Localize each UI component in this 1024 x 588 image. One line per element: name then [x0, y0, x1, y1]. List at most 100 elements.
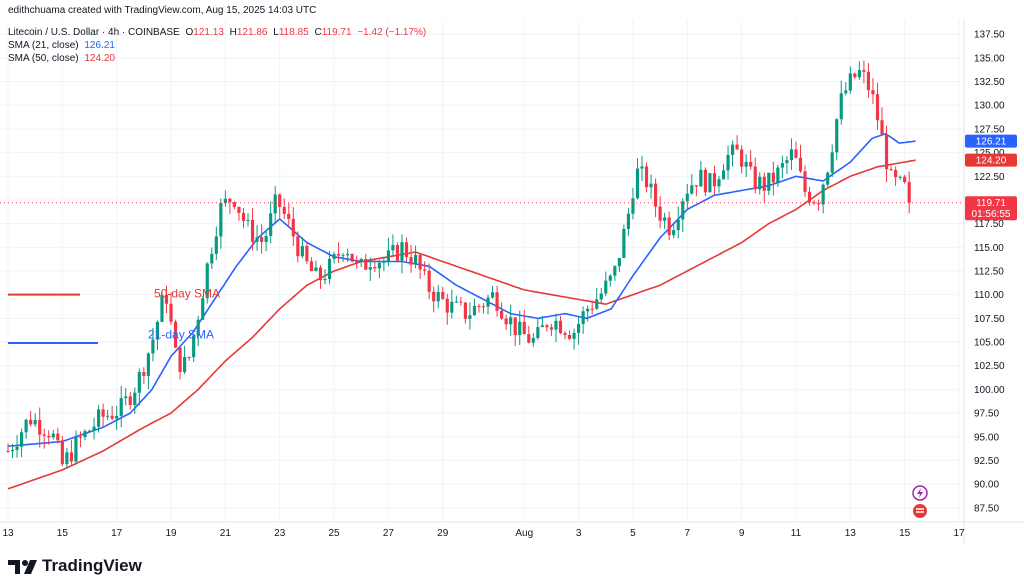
- ohlc-open: O121.13: [186, 27, 224, 38]
- price-tick-label: 97.50: [974, 409, 999, 420]
- candle-body: [15, 446, 19, 450]
- price-tick-label: 127.50: [974, 124, 1005, 135]
- candle-body: [332, 254, 336, 259]
- price-tick-label: 90.00: [974, 480, 999, 491]
- candle-body: [776, 167, 780, 183]
- candle-body: [124, 396, 128, 399]
- candle-body: [780, 163, 784, 168]
- sma50-annotation: 50-day SMA: [154, 287, 220, 301]
- sma21-legend[interactable]: SMA (21, close) 126.21: [8, 40, 118, 52]
- brand-name: TradingView: [42, 556, 142, 575]
- candle-body: [857, 70, 861, 78]
- candle-body: [115, 415, 119, 419]
- symbol-title: Litecoin / U.S. Dollar · 4h · COINBASE: [8, 27, 180, 38]
- candle-body: [536, 327, 540, 339]
- candle-body: [500, 310, 504, 319]
- time-tick-label: 9: [739, 528, 745, 539]
- candle-body: [644, 166, 649, 188]
- candle-body: [504, 318, 508, 325]
- candle-body: [848, 73, 852, 91]
- candle-body: [758, 176, 762, 190]
- candle-body: [33, 419, 37, 425]
- candle-body: [717, 179, 721, 187]
- candle-body: [423, 269, 427, 271]
- candle-body: [400, 242, 404, 261]
- time-tick-label: 5: [630, 528, 636, 539]
- candle-body: [269, 213, 273, 236]
- time-tick-label: 17: [111, 528, 123, 539]
- ohlc-high: H121.86: [230, 27, 268, 38]
- candle-body: [309, 261, 313, 272]
- candle-body: [866, 71, 871, 91]
- price-tick-label: 117.50: [974, 219, 1004, 230]
- dividend-flag-icon[interactable]: [912, 503, 928, 519]
- candle-body: [875, 94, 880, 121]
- candle-body: [477, 305, 481, 307]
- candle-body: [490, 292, 495, 298]
- candle-body: [703, 169, 707, 193]
- candle-body: [359, 259, 363, 262]
- candle-body: [663, 217, 667, 221]
- time-tick-label: 7: [685, 528, 691, 539]
- sma50-legend[interactable]: SMA (50, close) 124.20: [8, 53, 118, 65]
- price-tick-label: 115.00: [974, 243, 1004, 254]
- candle-body: [164, 294, 169, 304]
- candle-body: [241, 212, 246, 221]
- lightning-icon[interactable]: [912, 485, 928, 501]
- time-axis[interactable]: 13 15 17 19 21 23 25 27 29 Aug 3 5 7 9 11 13 15 17: [0, 521, 1024, 539]
- candle-body: [291, 218, 295, 237]
- candle-body: [749, 161, 753, 167]
- candle-body: [807, 191, 812, 203]
- candle-body: [250, 219, 255, 242]
- candle-body: [558, 320, 563, 334]
- candle-body: [830, 152, 834, 173]
- candle-body: [395, 245, 400, 261]
- price-tick-label: 130.00: [974, 101, 1005, 112]
- candle-body: [219, 203, 223, 237]
- last-price-tag-box: [965, 196, 1017, 221]
- candle-body: [880, 120, 884, 135]
- candle-body: [454, 301, 458, 303]
- candle-body: [889, 169, 893, 171]
- candle-body: [871, 90, 875, 95]
- candle-body: [404, 242, 409, 258]
- price-tick-label: 95.00: [974, 432, 999, 443]
- price-axis[interactable]: 87.50 90.00 92.50 95.00 97.50 100.00 102.50 105…: [963, 20, 1005, 545]
- ohlc-low: L118.85: [273, 27, 308, 38]
- candle-body: [522, 321, 526, 335]
- candle-body: [817, 203, 821, 205]
- candle-body: [101, 409, 105, 417]
- candle-body: [654, 183, 658, 207]
- price-tick-label: 135.00: [974, 53, 1005, 64]
- candle-body: [350, 253, 354, 262]
- candle-body: [300, 245, 304, 257]
- candle-body: [667, 217, 671, 236]
- sma50-label: SMA (50, close): [8, 53, 79, 64]
- candle-body: [323, 278, 327, 281]
- sma-lines: [7, 132, 916, 490]
- candle-body: [622, 228, 626, 258]
- candle-body: [341, 255, 345, 257]
- candle-body: [694, 185, 698, 187]
- candle-body: [187, 357, 191, 359]
- candle-body: [65, 452, 69, 465]
- candle-body: [87, 430, 92, 432]
- candle-body: [844, 90, 848, 94]
- candle-body: [237, 206, 241, 213]
- candle-body: [427, 270, 431, 292]
- last-price-tag-text: 119.71: [976, 198, 1006, 209]
- price-tick-label: 87.50: [974, 503, 999, 514]
- candle-body: [246, 219, 250, 221]
- candle-body: [178, 347, 182, 373]
- candle-body: [278, 194, 282, 208]
- price-tick-label: 112.50: [974, 267, 1004, 278]
- tradingview-logo[interactable]: TradingView: [8, 555, 142, 577]
- symbol-legend: Litecoin / U.S. Dollar · 4h · COINBASE O…: [8, 27, 429, 39]
- candle-body: [577, 324, 581, 333]
- sma21-price-tag-text: 126.21: [976, 137, 1007, 148]
- candle-body: [418, 254, 422, 270]
- price-tick-label: 125.00: [974, 148, 1005, 159]
- candle-body: [151, 339, 155, 354]
